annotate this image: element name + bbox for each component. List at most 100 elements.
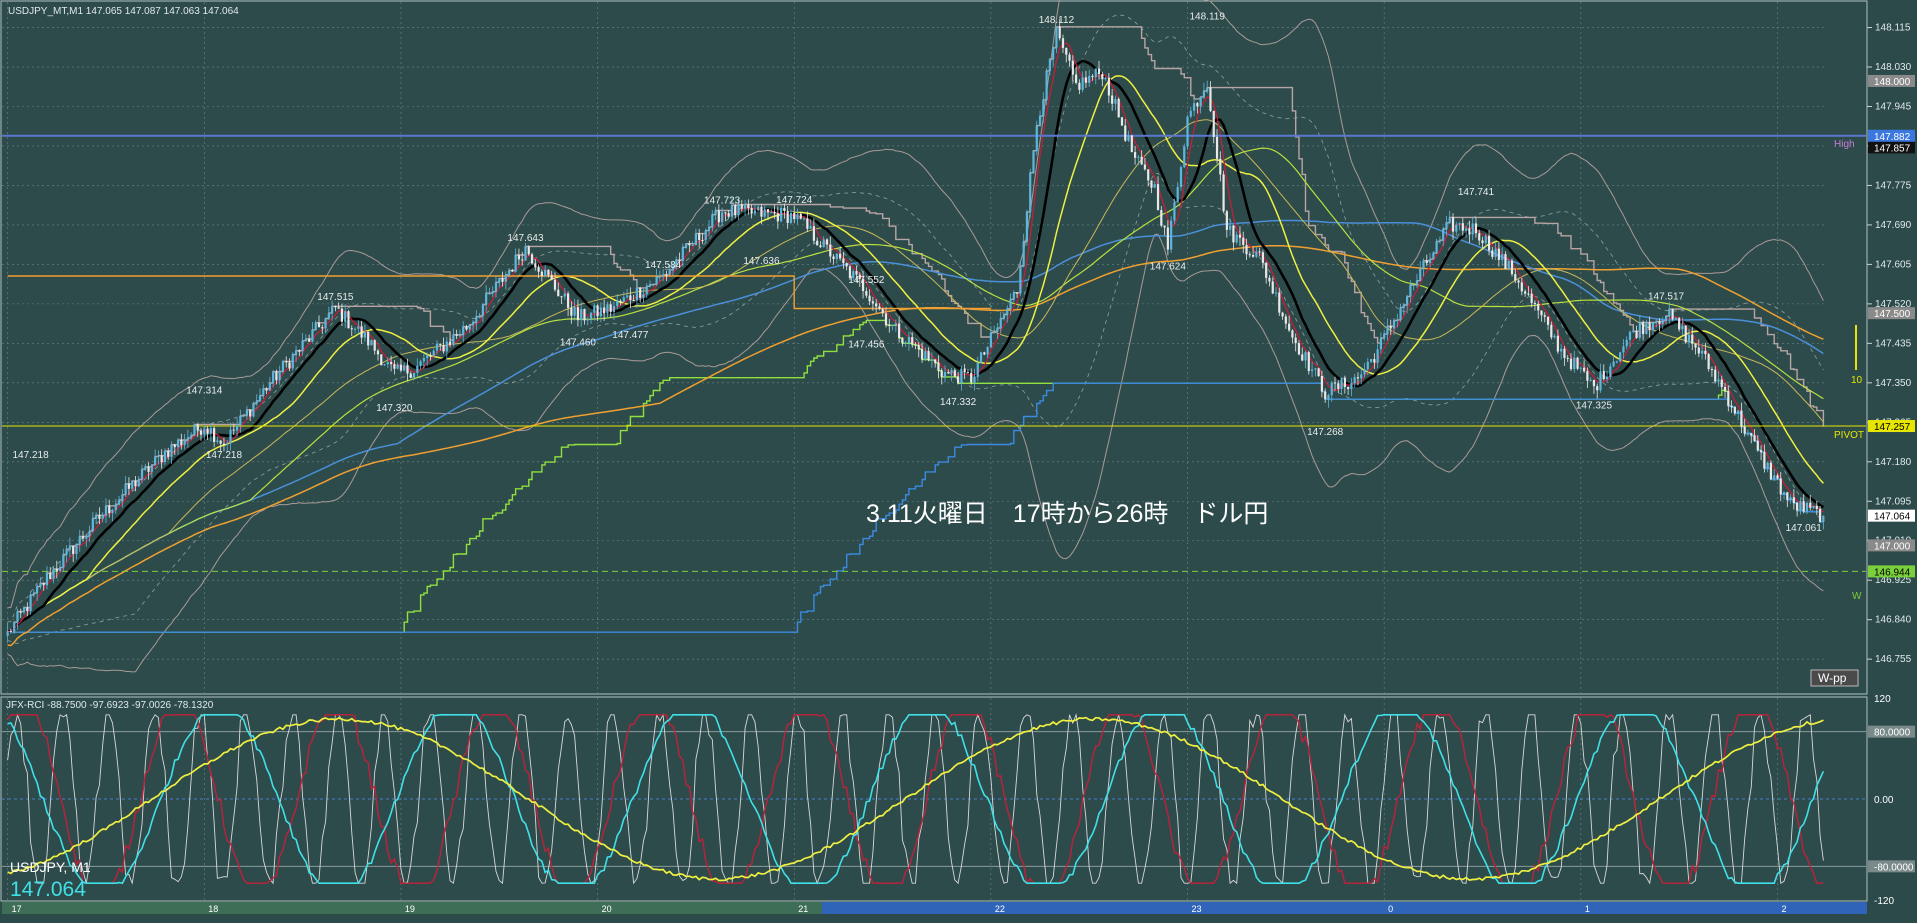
candle — [648, 284, 652, 287]
candle — [1330, 382, 1333, 396]
candle — [557, 289, 560, 297]
candle — [622, 297, 625, 303]
candle — [1022, 241, 1025, 266]
candle — [1140, 156, 1143, 165]
candle — [1789, 497, 1792, 500]
candle — [573, 307, 576, 316]
candle — [111, 510, 114, 514]
candle — [920, 349, 924, 360]
candle — [1428, 259, 1432, 264]
price-tick-label: 147.605 — [1875, 259, 1912, 270]
time-axis: 17 18 19 20 21 22 23 0 1 2 — [2, 902, 1867, 914]
candle — [694, 233, 698, 246]
candle — [770, 212, 773, 214]
candle — [786, 211, 789, 223]
candle — [861, 278, 865, 292]
price-tick-label: 148.030 — [1875, 62, 1912, 73]
candle — [875, 303, 878, 307]
rci-oscillator — [2, 713, 1866, 885]
candle — [265, 388, 268, 391]
candle — [1510, 260, 1514, 275]
candle — [1615, 361, 1618, 363]
orange-level-line — [7, 275, 991, 310]
candle — [458, 335, 462, 337]
candle — [1206, 87, 1209, 92]
candle — [1684, 325, 1687, 343]
time-axis-bar — [2, 902, 822, 914]
candle — [1517, 280, 1520, 283]
candle — [1291, 330, 1294, 338]
candle — [580, 309, 583, 321]
candle — [743, 204, 747, 209]
candle — [514, 255, 517, 272]
candle — [1025, 211, 1029, 242]
candle — [1792, 497, 1795, 503]
candle — [258, 395, 262, 401]
candle — [1805, 502, 1809, 512]
candle — [1160, 210, 1163, 226]
price-tick-label: 148.115 — [1875, 23, 1911, 34]
bollinger-bands — [7, 0, 1824, 673]
candle — [1288, 323, 1291, 331]
candle — [1347, 387, 1350, 390]
lower-band-inner — [7, 172, 1824, 644]
candle — [1612, 361, 1615, 367]
time-tick-label: 18 — [208, 904, 218, 914]
candle — [953, 370, 956, 377]
candle — [331, 306, 334, 314]
candle — [809, 226, 812, 229]
candle — [937, 362, 940, 371]
candle — [468, 324, 471, 330]
swing-label: 147.460 — [560, 338, 597, 349]
candle — [1186, 116, 1189, 147]
candle — [1327, 395, 1330, 400]
candle — [635, 287, 639, 301]
candle — [1491, 250, 1494, 257]
candle — [412, 372, 416, 378]
time-tick-label: 20 — [602, 904, 612, 914]
swing-label: 147.477 — [612, 330, 649, 341]
candle — [98, 515, 101, 519]
candle — [1251, 254, 1255, 257]
candle — [976, 362, 979, 377]
price-tick-label: 147.435 — [1875, 338, 1912, 349]
swing-label: 147.314 — [186, 386, 223, 397]
candle — [353, 328, 357, 330]
wpp-button[interactable]: W-pp — [1810, 669, 1859, 687]
candle — [740, 204, 743, 209]
candle — [1294, 337, 1297, 344]
candle — [966, 372, 970, 374]
candle — [950, 370, 953, 374]
candle — [517, 255, 521, 260]
candle — [131, 480, 134, 489]
candle — [1658, 321, 1661, 324]
candle — [789, 212, 793, 223]
candle — [9, 631, 13, 633]
candle — [1055, 26, 1058, 48]
candle — [1101, 73, 1104, 80]
candle — [871, 301, 874, 304]
swing-label: 147.636 — [743, 256, 780, 267]
time-tick-label: 21 — [798, 904, 808, 914]
candle — [901, 337, 904, 344]
candle — [819, 245, 822, 248]
candle — [1337, 383, 1340, 389]
candle — [1815, 505, 1818, 509]
candle — [1143, 164, 1147, 170]
candle — [1700, 350, 1704, 354]
candle — [1769, 462, 1773, 480]
candle — [802, 218, 806, 220]
swing-label: 147.584 — [645, 260, 682, 271]
candle — [272, 371, 275, 384]
candle — [616, 300, 619, 307]
candle — [1484, 235, 1487, 244]
candle — [701, 240, 704, 242]
candle — [691, 245, 694, 247]
candle — [232, 429, 235, 431]
candle — [347, 311, 350, 329]
swing-label: 147.332 — [940, 397, 977, 408]
candle — [724, 212, 727, 214]
candle — [29, 594, 32, 612]
candle — [1078, 82, 1081, 90]
